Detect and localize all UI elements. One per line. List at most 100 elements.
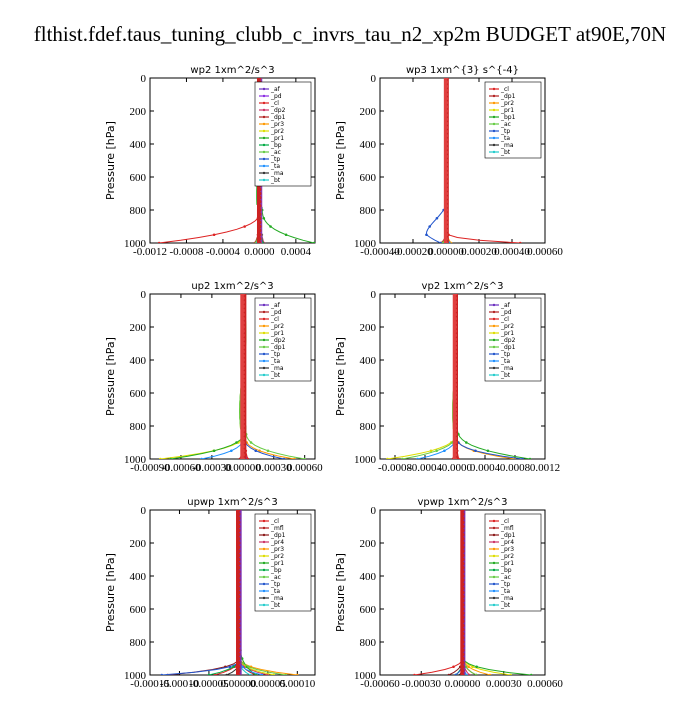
series-line-tp [161, 510, 241, 675]
core-profile-marker [444, 78, 448, 80]
core-profile-marker [236, 656, 241, 661]
legend-marker-dp1 [262, 345, 266, 349]
legend-label-tp: _tp [500, 351, 510, 358]
core-profile-marker [236, 590, 241, 595]
legend-label-pr2: _pr2 [270, 553, 284, 560]
legend-marker-pr2 [262, 554, 266, 558]
y-tick-label: 600 [130, 388, 147, 400]
series-marker-tp [521, 457, 524, 459]
core-profile-marker [460, 586, 465, 591]
legend-label-bt: _bt [270, 177, 281, 184]
legend-label-ta: _ta [270, 163, 280, 170]
plot-area [159, 294, 306, 459]
core-profile-marker [236, 631, 241, 636]
legend-marker-ma [262, 596, 266, 600]
core-profile-marker [444, 104, 448, 109]
core-profile-marker [460, 536, 465, 541]
core-profile-marker [236, 668, 241, 673]
core-profile-marker [240, 353, 245, 358]
core-profile-marker [240, 403, 245, 408]
core-profile-marker [453, 415, 457, 420]
core-profile-marker [240, 300, 245, 305]
series-marker-ma [225, 673, 228, 675]
legend-label-pr1: _pr1 [270, 330, 284, 337]
core-profile-marker [453, 308, 457, 313]
y-tick-label: 400 [130, 571, 147, 583]
series-marker-ta [230, 449, 233, 453]
legend-marker-ma [262, 366, 266, 370]
core-profile-marker [460, 549, 465, 554]
core-profile-marker [444, 113, 448, 118]
core-profile-marker [257, 232, 262, 237]
legend-label-pd: _pd [270, 309, 282, 316]
y-axis-label: Pressure [hPa] [104, 337, 117, 416]
y-tick-label: 0 [141, 505, 147, 517]
legend-marker-ma [492, 596, 496, 600]
core-profile-marker [240, 329, 245, 334]
core-profile-marker [453, 333, 457, 338]
legend-label-cl: _cl [270, 518, 279, 525]
series-line-dp1 [167, 510, 241, 675]
series-marker-tp [428, 225, 431, 228]
core-profile-marker [460, 590, 465, 595]
legend-label-ac: _ac [270, 574, 281, 581]
legend-label-pr1: _pr1 [500, 330, 514, 337]
core-profile-marker [444, 142, 448, 146]
x-tick-label: -0.00060 [161, 462, 201, 474]
core-profile-marker [236, 512, 241, 517]
core-profile-marker [444, 183, 448, 188]
legend-label-dp1: _dp1 [270, 344, 286, 351]
core-profile-marker [444, 162, 448, 167]
core-profile-marker [453, 419, 457, 424]
series-marker-dp1 [401, 457, 404, 459]
legend-marker-bt [262, 603, 266, 607]
core-profile-marker [444, 203, 448, 208]
series-marker-dp1 [249, 441, 253, 444]
core-profile-marker [460, 668, 465, 673]
series-marker-tp [254, 449, 258, 453]
y-axis-label: Pressure [hPa] [334, 553, 347, 632]
core-profile-marker [236, 561, 241, 566]
x-tick-label: -0.00020 [393, 246, 433, 258]
core-profile-marker [444, 216, 448, 221]
core-profile-marker [236, 648, 241, 653]
legend-marker-pr2 [492, 101, 496, 105]
core-profile-marker [453, 436, 457, 441]
series-marker-dp1 [447, 673, 451, 675]
core-profile-marker [460, 541, 465, 545]
core-profile-marker [460, 545, 465, 550]
series-marker-dp2 [465, 441, 468, 444]
legend-label-bt: _bt [270, 602, 281, 609]
series-marker-pr2 [272, 673, 276, 675]
legend-marker-dp2 [262, 338, 266, 342]
core-profile-marker [453, 378, 457, 383]
y-tick-label: 0 [371, 289, 377, 301]
core-profile-marker [444, 241, 448, 243]
legend-label-ma: _ma [270, 595, 284, 602]
core-profile-marker [240, 294, 245, 296]
core-profile-marker [240, 448, 245, 453]
legend-marker-cl [492, 519, 496, 523]
series-marker-pr1 [529, 673, 533, 675]
core-profile-marker [460, 611, 465, 616]
chart-panel-wp3: wp3 1xm^{3} s^{-4} Pressure [hPa] 0 200 400 6… [334, 60, 580, 270]
legend-marker-ta [262, 589, 266, 593]
legend: _cl_mfl_dp1_pr4_pr3_pr2_pr1_bp_ac_tp_ta_… [484, 513, 542, 612]
x-tick-label: -0.0012 [133, 246, 167, 258]
y-tick-label: 400 [360, 355, 377, 367]
y-tick-label: 400 [360, 571, 377, 583]
series-line-bp [208, 510, 241, 675]
series-marker-pr1 [262, 216, 266, 220]
legend-label-cl: _cl [500, 518, 509, 525]
core-profile-marker [240, 399, 245, 404]
legend-marker-pr3 [262, 122, 266, 126]
core-profile-marker [240, 411, 245, 416]
plot-frame [149, 293, 316, 460]
legend-label-dp1: _dp1 [270, 114, 286, 121]
legend-label-pd: _pd [500, 309, 512, 316]
core-profile-marker [444, 220, 448, 225]
legend-label-pr1: _pr1 [270, 560, 284, 567]
core-profile-marker [453, 374, 457, 379]
x-tick-label: 0.00020 [461, 246, 497, 258]
core-profile-marker [460, 660, 465, 665]
